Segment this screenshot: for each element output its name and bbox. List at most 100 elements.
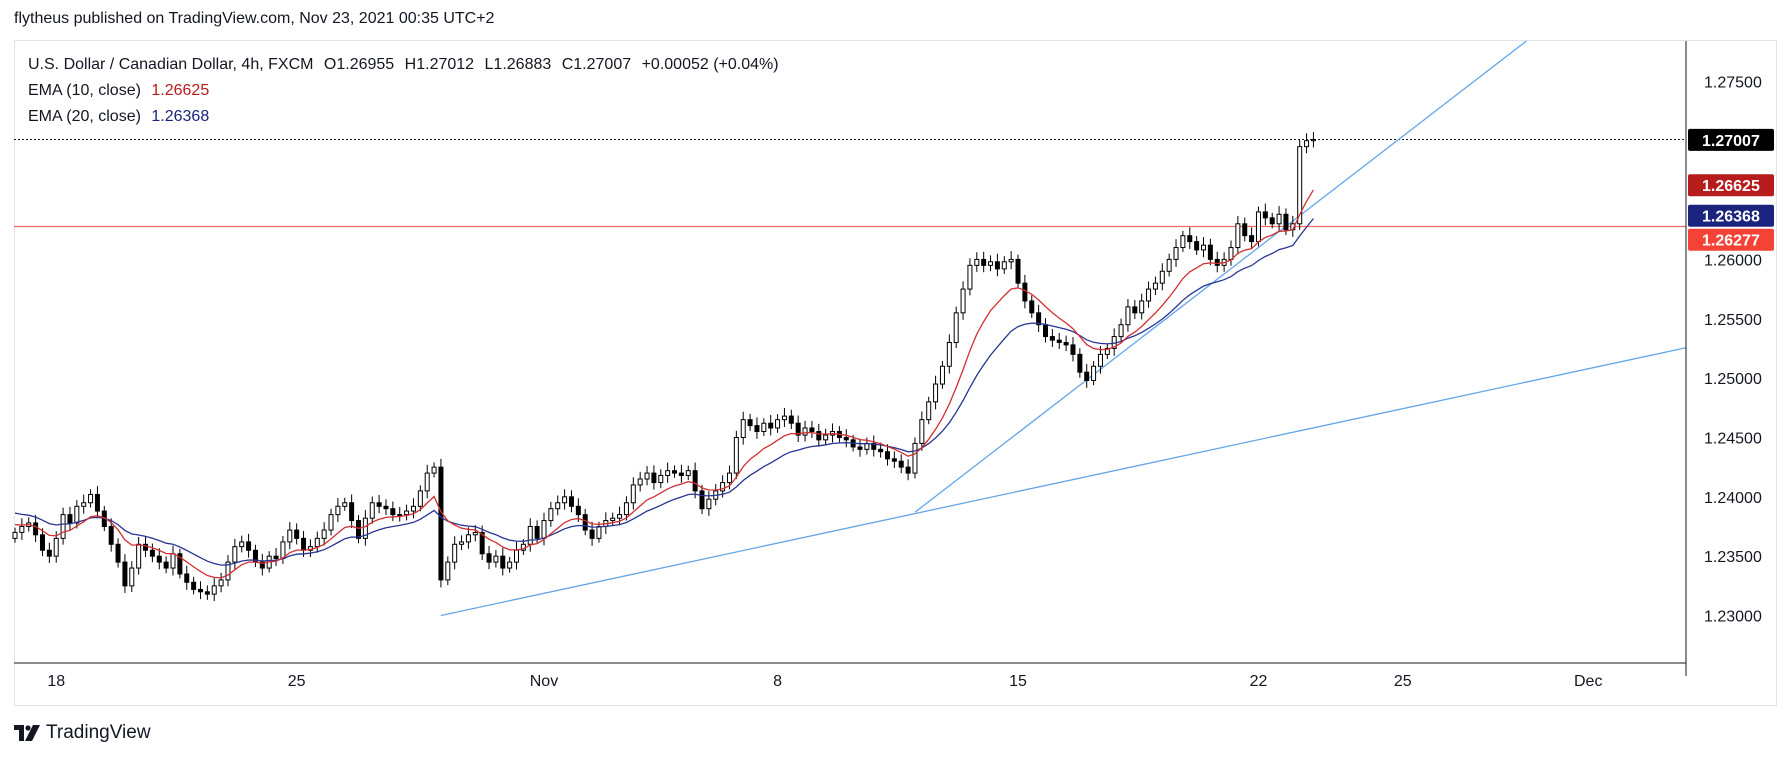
candle-body — [692, 470, 698, 492]
candle-body — [225, 561, 231, 581]
candle-body — [362, 517, 368, 539]
candle — [685, 465, 691, 481]
candle — [1036, 304, 1042, 332]
candle-body — [1180, 235, 1186, 249]
candle — [383, 499, 389, 516]
candle-body — [424, 472, 430, 492]
candle-body — [555, 502, 561, 510]
candle — [390, 501, 396, 522]
candle-body — [781, 415, 787, 421]
candle — [1152, 276, 1158, 296]
candle — [740, 411, 746, 445]
candle — [946, 334, 952, 374]
horizontal-level-layer — [14, 139, 1686, 228]
candle-body — [493, 555, 499, 563]
x-tick-label: 25 — [1394, 673, 1412, 690]
candle-body — [204, 591, 210, 595]
candle — [754, 417, 760, 439]
candle — [617, 506, 623, 526]
candle-body — [94, 493, 100, 512]
candle-body — [699, 490, 705, 510]
candle — [953, 306, 959, 349]
candle-body — [39, 534, 45, 551]
candle — [33, 514, 39, 543]
x-tick-label: 22 — [1250, 673, 1268, 690]
close-value: 1.27007 — [573, 56, 632, 73]
candle-body — [19, 525, 25, 533]
y-tick-label: 1.23500 — [1704, 549, 1762, 566]
candle — [177, 548, 183, 579]
candle-body — [197, 588, 203, 593]
candle — [1077, 348, 1083, 378]
candle — [431, 462, 437, 478]
price-tag-horizontal-level: 1.26277 — [1688, 228, 1774, 251]
candle-body — [417, 490, 423, 507]
candle-body — [1214, 258, 1220, 266]
candle-body — [342, 502, 348, 507]
candle-body — [1118, 324, 1124, 338]
chart-legend: U.S. Dollar / Canadian Dollar, 4h, FXCM … — [28, 52, 779, 130]
candle-body — [1173, 247, 1179, 260]
candle-body — [562, 496, 568, 504]
candle-body — [981, 258, 987, 266]
ema10-row[interactable]: EMA (10, close) 1.26625 — [28, 78, 779, 104]
candle-body — [211, 585, 217, 595]
candle-body — [1097, 353, 1103, 367]
candle-body — [67, 514, 73, 524]
candle-body — [369, 502, 375, 519]
candle — [1043, 318, 1048, 343]
candle — [1049, 329, 1055, 347]
candle-body — [912, 442, 918, 474]
candle-body — [1235, 223, 1241, 249]
candle-body — [1125, 306, 1131, 326]
low-label: L — [484, 56, 494, 73]
candle-body — [321, 529, 327, 539]
candle-body — [672, 470, 678, 474]
candle-body — [795, 422, 801, 436]
candle — [678, 464, 684, 483]
price-tag-bg — [1688, 128, 1774, 151]
ema20-row[interactable]: EMA (20, close) 1.26368 — [28, 104, 779, 130]
candle-body — [857, 446, 863, 450]
candle — [1015, 254, 1021, 288]
ema20-label: EMA (20, close) — [28, 108, 141, 125]
candle-body — [335, 505, 341, 516]
candle — [39, 528, 45, 557]
candle — [775, 414, 781, 433]
candle — [349, 494, 355, 529]
candle-body — [465, 534, 471, 543]
candle — [795, 415, 801, 443]
candle — [623, 496, 629, 521]
candle — [342, 497, 348, 511]
candle — [699, 484, 705, 515]
candle-body — [568, 496, 574, 507]
tradingview-logo[interactable]: TradingView — [14, 722, 151, 744]
candle — [108, 518, 114, 552]
candle — [122, 554, 128, 593]
candle — [287, 522, 293, 550]
ema10-value: 1.26625 — [151, 82, 210, 99]
candle-body — [926, 401, 932, 421]
candle — [328, 508, 334, 536]
candle-body — [33, 522, 39, 536]
ema10-line — [14, 189, 1314, 579]
candle-body — [1304, 140, 1310, 148]
candle — [12, 527, 18, 543]
y-tick-label: 1.23000 — [1704, 609, 1762, 626]
candle — [479, 525, 485, 560]
candle — [939, 360, 945, 389]
candle — [81, 494, 87, 514]
candle — [486, 545, 492, 570]
candle-body — [1255, 211, 1261, 243]
price-tag-bg — [1688, 204, 1774, 227]
symbol-name[interactable]: U.S. Dollar / Canadian Dollar, 4h, FXCM — [28, 56, 314, 73]
candle — [321, 522, 327, 546]
candle — [884, 444, 890, 466]
candle — [362, 510, 368, 546]
candle — [1235, 216, 1241, 255]
candle — [335, 498, 341, 523]
candle-body — [1194, 241, 1200, 251]
price-tags-layer: 1.27007 1.26625 1.26368 1.26277 — [1688, 128, 1774, 251]
candle — [259, 553, 265, 576]
